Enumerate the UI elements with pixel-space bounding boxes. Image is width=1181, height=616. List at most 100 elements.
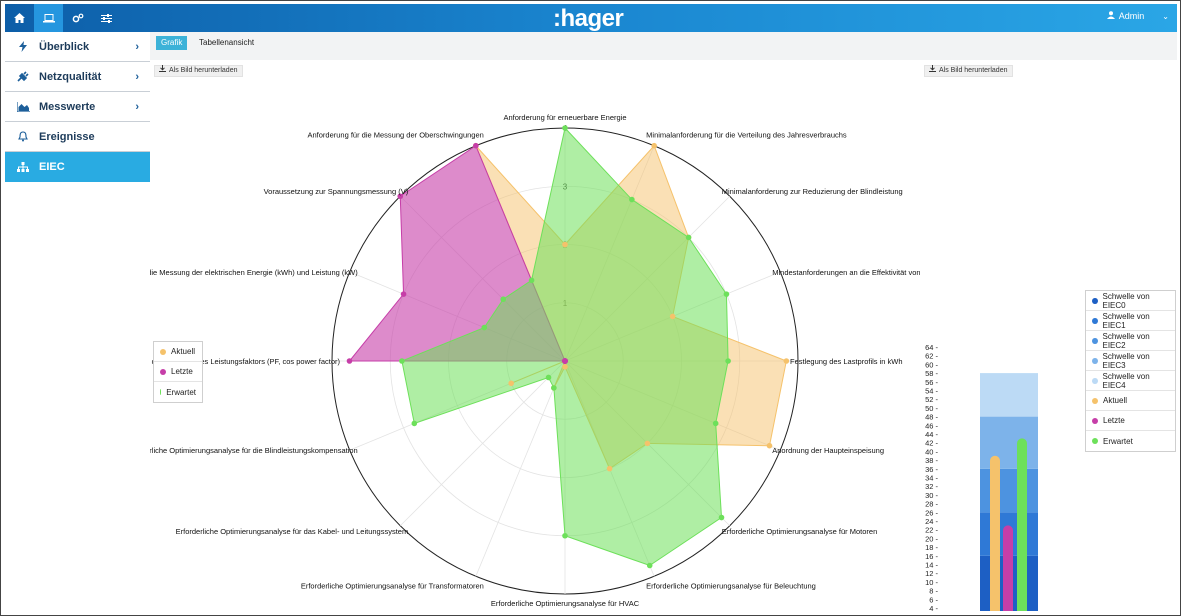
legend-item[interactable]: Schwelle von EIEC0 [1086, 291, 1175, 311]
bar-erwartet[interactable] [1017, 438, 1027, 611]
radar-point-aktuell[interactable] [562, 364, 568, 370]
radar-point-aktuell[interactable] [606, 465, 613, 472]
download-radar-button[interactable]: Als Bild herunterladen [154, 65, 243, 77]
sidebar-item-label: EIEC [39, 161, 65, 173]
bar-letzte[interactable] [1003, 525, 1013, 611]
sidebar-item-eiec[interactable]: EIEC [5, 152, 150, 182]
radar-point-erwartet[interactable] [500, 296, 507, 303]
radar-point-letzte[interactable] [397, 193, 404, 200]
radar-point-erwartet[interactable] [545, 374, 552, 381]
sidebar-item-ueberblick[interactable]: Überblick › [5, 32, 150, 62]
radar-axis-label: Minimalanforderung für die Verteilung de… [646, 131, 847, 140]
radar-point-letzte[interactable] [400, 291, 407, 297]
download-label: Als Bild herunterladen [939, 67, 1008, 74]
radar-point-aktuell[interactable] [508, 380, 514, 387]
radar-point-erwartet[interactable] [723, 291, 730, 297]
sidebar-item-messwerte[interactable]: Messwerte › [5, 92, 150, 122]
user-menu[interactable]: Admin ⌄ [1106, 11, 1169, 21]
legend-label: Letzte [1103, 416, 1125, 425]
bar-aktuell[interactable] [990, 455, 1000, 611]
radar-point-aktuell[interactable] [669, 313, 676, 320]
gears-icon[interactable] [63, 4, 92, 32]
legend-item[interactable]: Schwelle von EIEC3 [1086, 351, 1175, 371]
chevron-down-icon: ⌄ [1162, 11, 1169, 21]
legend-item-erwartet[interactable]: Erwartet [154, 382, 202, 402]
radar-point-erwartet[interactable] [646, 562, 653, 569]
legend-label: Erwartet [166, 387, 196, 397]
laptop-icon[interactable] [34, 4, 63, 32]
radar-axis-label: Anforderung für die Messung der Oberschw… [307, 131, 483, 140]
bar-tick-label: 64 - [925, 343, 938, 352]
download-bar-button[interactable]: Als Bild herunterladen [924, 65, 1013, 77]
sidebar-item-netzqualitaet[interactable]: Netzqualität › [5, 62, 150, 92]
chevron-right-icon: › [135, 40, 139, 53]
sidebar: Überblick › Netzqualität › Messwerte › E… [5, 32, 150, 611]
legend-item[interactable]: Schwelle von EIEC1 [1086, 311, 1175, 331]
legend-dot [160, 389, 162, 395]
bar-tick-label: 56 - [925, 378, 938, 387]
bar-tick-label: 54 - [925, 387, 938, 396]
radar-point-erwartet[interactable] [399, 358, 405, 364]
legend-item[interactable]: Schwelle von EIEC4 [1086, 371, 1175, 391]
legend-item[interactable]: Schwelle von EIEC2 [1086, 331, 1175, 351]
legend-dot [1092, 397, 1098, 404]
legend-dot [1092, 337, 1098, 344]
radar-point-erwartet[interactable] [718, 514, 725, 521]
threshold-band [980, 468, 1038, 513]
bar-tick-label: 32 - [925, 482, 938, 491]
home-icon[interactable] [5, 4, 34, 32]
radar-point-erwartet[interactable] [562, 125, 568, 131]
top-nav [5, 4, 121, 32]
legend-label: Schwelle von EIEC3 [1102, 351, 1150, 370]
sidebar-item-ereignisse[interactable]: Ereignisse [5, 122, 150, 152]
legend-item-aktuell[interactable]: Aktuell [154, 342, 202, 362]
legend-item[interactable]: Erwartet [1086, 431, 1175, 451]
radar-point-aktuell[interactable] [766, 442, 773, 449]
radar-point-aktuell[interactable] [644, 440, 651, 447]
top-bar: :hager Admin ⌄ [5, 4, 1177, 32]
radar-axis-label: Anforderung für die Messung des Leistung… [150, 357, 340, 366]
legend-item[interactable]: Aktuell [1086, 391, 1175, 411]
radar-axis-label: Erforderliche Optimierungsanalyse für Be… [646, 581, 816, 590]
download-label: Als Bild herunterladen [169, 67, 238, 74]
radar-point-erwartet[interactable] [629, 196, 635, 203]
radar-point-erwartet[interactable] [551, 385, 557, 391]
radar-point-letzte[interactable] [473, 142, 479, 149]
sidebar-item-label: Netzqualität [39, 70, 102, 83]
legend-label: Letzte [171, 367, 193, 376]
radar-point-letzte[interactable] [562, 358, 568, 364]
legend-dot [1092, 317, 1098, 324]
radar-chart: 1234 Anforderung für erneuerbare Energie… [150, 113, 920, 608]
tab-tabellenansicht[interactable]: Tabellenansicht [199, 38, 255, 47]
radar-point-erwartet[interactable] [562, 532, 568, 539]
user-icon [1106, 11, 1115, 21]
radar-point-erwartet[interactable] [725, 358, 731, 364]
radar-legend: Aktuell Letzte Erwartet [153, 341, 203, 403]
bar-tick-label: 14 - [925, 561, 938, 570]
radar-point-erwartet[interactable] [712, 420, 719, 427]
radar-point-erwartet[interactable] [481, 324, 488, 331]
legend-label: Aktuell [171, 347, 196, 356]
tab-grafik[interactable]: Grafik [156, 36, 188, 50]
legend-item-letzte[interactable]: Letzte [154, 362, 202, 382]
legend-item[interactable]: Letzte [1086, 411, 1175, 431]
bar-tick-label: 42 - [925, 439, 938, 448]
radar-axis-label: Voraussetzung zur Spannungsmessung (V) [264, 187, 409, 196]
area-chart-icon [15, 101, 31, 112]
download-icon [929, 65, 936, 77]
radar-point-aktuell[interactable] [651, 142, 657, 149]
radar-point-erwartet[interactable] [528, 277, 535, 284]
bar-tick-label: 26 - [925, 508, 938, 517]
radar-point-erwartet[interactable] [685, 234, 692, 241]
sliders-icon[interactable] [92, 4, 121, 32]
radar-point-letzte[interactable] [346, 358, 353, 364]
download-icon [159, 65, 166, 77]
legend-dot [160, 348, 166, 355]
radar-axis-label: Festlegung des Lastprofils in kWh [790, 357, 903, 366]
radar-point-aktuell[interactable] [562, 241, 568, 248]
bar-tick-label: 10 - [925, 578, 938, 587]
radar-point-erwartet[interactable] [411, 420, 418, 427]
radar-spoke [475, 360, 566, 577]
radar-axis-label: Erforderliche Optimierungsanalyse für Mo… [722, 527, 878, 536]
radar-point-aktuell[interactable] [783, 358, 790, 364]
